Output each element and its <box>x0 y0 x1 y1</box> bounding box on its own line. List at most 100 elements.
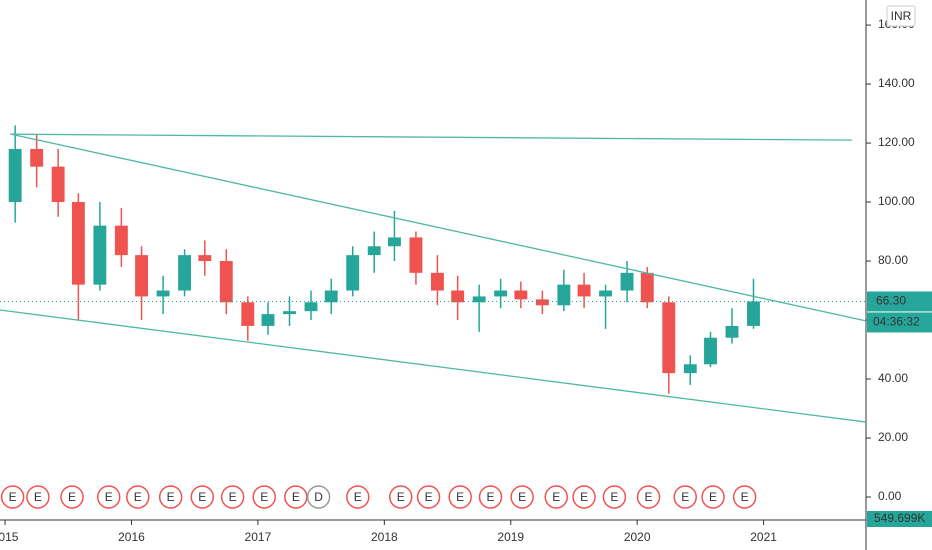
earnings-marker[interactable] <box>701 485 725 509</box>
earnings-label: E <box>456 490 464 504</box>
earnings-label: E <box>354 490 362 504</box>
earnings-label: E <box>167 490 175 504</box>
candle-body <box>472 296 486 303</box>
earnings-label: E <box>229 490 237 504</box>
volume-tag <box>867 511 932 527</box>
y-tick-label: 40.00 <box>878 371 908 385</box>
volume-label: 549.699K <box>874 511 925 525</box>
candle-body <box>704 337 717 365</box>
x-tick-label: 2019 <box>497 530 524 544</box>
candle-body <box>514 290 528 300</box>
earnings-label: E <box>105 490 113 504</box>
candle-body <box>662 302 676 374</box>
earnings-marker[interactable] <box>0 485 25 509</box>
earnings-marker[interactable] <box>389 485 413 509</box>
candle-body <box>747 301 760 326</box>
earnings-marker[interactable] <box>158 485 183 509</box>
earnings-marker[interactable] <box>416 485 441 509</box>
candle-body <box>156 290 170 297</box>
earnings-label: E <box>552 490 560 504</box>
candle-body <box>725 325 739 338</box>
dividend-marker[interactable] <box>306 485 331 509</box>
candle-body <box>620 272 634 291</box>
candle-body <box>261 314 275 326</box>
y-tick-label: 20.00 <box>878 430 908 444</box>
candle-body <box>599 290 613 297</box>
candle-body <box>241 302 255 326</box>
earnings-label: E <box>260 490 268 504</box>
earnings-marker[interactable] <box>252 485 276 509</box>
candle-body <box>640 272 654 303</box>
y-tick-label: 140.00 <box>878 76 915 90</box>
last-price-label: 66.30 <box>876 294 906 308</box>
earnings-marker[interactable] <box>60 485 84 509</box>
y-tick-label: 0.00 <box>878 489 902 503</box>
candle-body <box>535 299 549 306</box>
earnings-label: E <box>610 490 618 504</box>
candle-body <box>577 284 591 297</box>
earnings-label: E <box>580 490 588 504</box>
candle-body <box>114 225 128 256</box>
x-tick-label: 2018 <box>371 530 398 544</box>
earnings-label: E <box>198 490 206 504</box>
earnings-label: E <box>709 490 717 504</box>
candle-body <box>135 255 149 297</box>
candle-body <box>304 302 318 312</box>
y-tick-label: 100.00 <box>878 194 915 208</box>
earnings-marker[interactable] <box>448 485 472 509</box>
candle-body <box>387 237 401 247</box>
candle-body <box>451 290 465 303</box>
candle-body <box>283 311 296 315</box>
candle-body <box>8 148 22 203</box>
candle-body <box>324 290 338 303</box>
earnings-label: E <box>487 490 495 504</box>
earnings-marker[interactable] <box>126 485 150 509</box>
candle-body <box>367 246 381 256</box>
earnings-marker[interactable] <box>284 485 308 509</box>
earnings-marker[interactable] <box>220 485 245 509</box>
candle-body <box>430 272 444 291</box>
candle-body <box>198 255 212 262</box>
earnings-marker[interactable] <box>636 485 661 509</box>
y-tick-label: 120.00 <box>878 135 915 149</box>
earnings-marker[interactable] <box>544 485 569 509</box>
earnings-label: E <box>9 490 17 504</box>
candle-body <box>178 255 192 291</box>
earnings-label: E <box>292 490 300 504</box>
earnings-label: E <box>68 490 76 504</box>
candle-body <box>346 255 360 291</box>
candle-body <box>494 290 508 297</box>
earnings-label: E <box>425 490 433 504</box>
earnings-marker[interactable] <box>26 485 50 509</box>
earnings-label: E <box>518 490 526 504</box>
earnings-label: E <box>34 490 42 504</box>
x-tick-label: 2017 <box>245 530 272 544</box>
candle-body <box>30 148 44 167</box>
earnings-marker[interactable] <box>96 485 121 509</box>
earnings-label: E <box>681 490 689 504</box>
x-tick-label: 2016 <box>118 530 145 544</box>
earnings-marker[interactable] <box>190 485 215 509</box>
currency-box[interactable] <box>886 5 916 27</box>
y-tick-label: 80.00 <box>878 253 908 267</box>
earnings-marker[interactable] <box>510 485 534 509</box>
earnings-marker[interactable] <box>673 485 697 509</box>
earnings-label: E <box>741 490 749 504</box>
x-tick-label: 2021 <box>750 530 777 544</box>
trendline <box>11 133 867 322</box>
candle-body <box>93 225 107 285</box>
candle-body <box>409 237 423 273</box>
countdown-tag <box>867 312 932 333</box>
candle-body <box>219 261 233 303</box>
last-price-tag <box>867 291 932 312</box>
earnings-marker[interactable] <box>602 485 627 509</box>
earnings-marker[interactable] <box>572 485 596 509</box>
trendline <box>0 309 867 423</box>
trendline <box>10 133 853 141</box>
earnings-marker[interactable] <box>732 485 757 509</box>
earnings-marker[interactable] <box>346 485 370 509</box>
currency: INR <box>891 9 912 23</box>
earnings-marker[interactable] <box>478 485 503 509</box>
